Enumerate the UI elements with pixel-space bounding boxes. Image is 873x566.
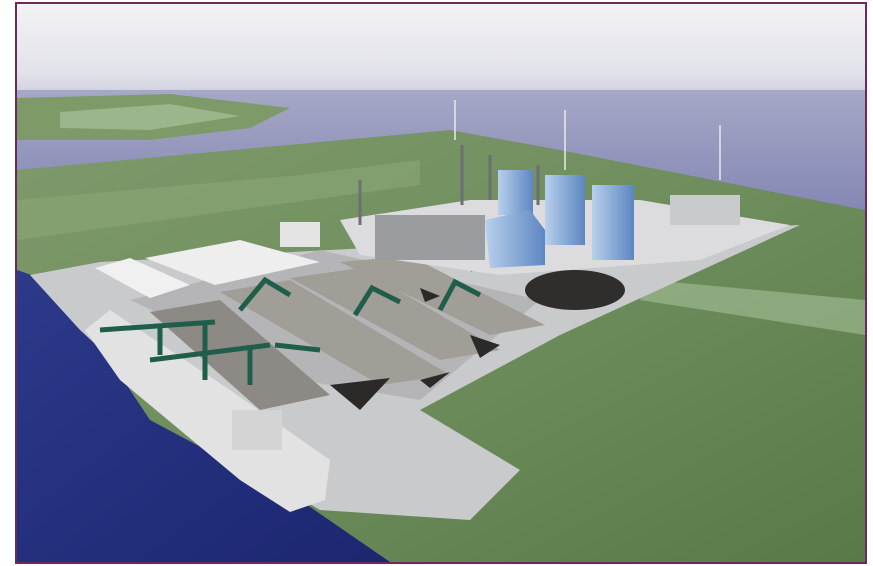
coal-pile <box>290 268 500 360</box>
chimneys <box>358 145 540 225</box>
wind-turbines <box>454 100 721 180</box>
pile-shadow <box>330 378 390 410</box>
coal-pile <box>220 280 450 385</box>
boiler-house <box>592 185 634 260</box>
road-haze <box>640 280 865 335</box>
pile-shadow <box>420 288 440 302</box>
boiler-house <box>545 175 585 245</box>
boiler-house <box>498 170 533 215</box>
sea <box>17 270 390 562</box>
stacks-unit <box>670 195 740 225</box>
ship-bridge <box>232 410 282 450</box>
boiler-house <box>485 210 545 268</box>
frame-border <box>15 2 867 564</box>
round-pile <box>525 270 625 310</box>
field <box>17 160 420 240</box>
coal-pile <box>340 256 545 335</box>
pile-shadow <box>470 335 500 358</box>
island-field <box>60 104 240 130</box>
tanks <box>280 222 320 247</box>
coal-pile <box>150 300 330 410</box>
warehouse <box>145 240 320 285</box>
ship <box>85 310 330 512</box>
pile-shadow <box>420 372 450 388</box>
plant-machinery <box>375 215 485 260</box>
warehouse <box>95 258 190 298</box>
